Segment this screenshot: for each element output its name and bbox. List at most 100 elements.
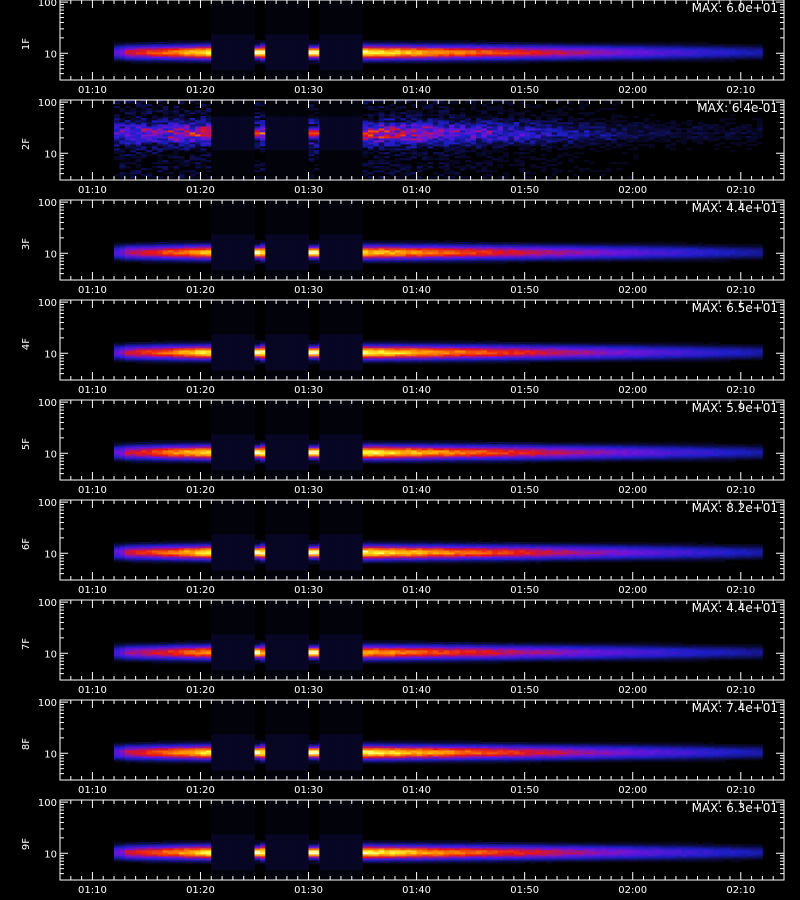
spectrogram-image (114, 0, 763, 81)
y-tick-label: 10 (44, 849, 57, 860)
max-annotation: MAX: 6.4e-01 (697, 101, 778, 115)
axes-frame (59, 599, 785, 681)
x-tick-label: 01:10 (78, 285, 107, 296)
axes-frame (59, 299, 785, 381)
x-tick-label: 01:20 (186, 285, 215, 296)
panel-3f: 100 10 01:10 01:20 01:30 01:40 01:50 02:00 02:10… (21, 198, 785, 296)
x-tick-label: 02:10 (726, 185, 755, 196)
x-tick-label: 01:10 (78, 785, 107, 796)
spectrogram-image (114, 700, 763, 781)
axes-frame (59, 399, 785, 481)
x-tick-label: 01:50 (510, 585, 539, 596)
x-tick-label: 02:10 (726, 885, 755, 896)
max-annotation: MAX: 5.9e+01 (692, 401, 778, 415)
y-tick-label: 10 (44, 349, 57, 360)
panel-label: 6F (21, 538, 32, 550)
x-tick-label: 01:30 (294, 785, 323, 796)
x-tick-label: 01:10 (78, 485, 107, 496)
x-tick-label: 01:20 (186, 485, 215, 496)
x-tick-label: 02:00 (618, 685, 647, 696)
x-tick-label: 01:40 (402, 585, 431, 596)
panel-4f: 100 10 01:10 01:20 01:30 01:40 01:50 02:00 02:10… (21, 298, 785, 396)
x-tick-label: 02:10 (726, 285, 755, 296)
max-annotation: MAX: 6.5e+01 (692, 301, 778, 315)
x-tick-label: 01:30 (294, 185, 323, 196)
axes-frame (59, 699, 785, 781)
x-tick-label: 02:00 (618, 885, 647, 896)
max-annotation: MAX: 4.4e+01 (692, 601, 778, 615)
x-tick-label: 02:00 (618, 585, 647, 596)
x-tick-label: 01:20 (186, 685, 215, 696)
y-tick-label: 100 (38, 198, 57, 209)
x-tick-label: 02:10 (726, 85, 755, 96)
y-tick-label: 100 (38, 598, 57, 609)
x-tick-label: 01:50 (510, 85, 539, 96)
x-tick-label: 01:30 (294, 685, 323, 696)
x-tick-label: 01:40 (402, 285, 431, 296)
x-tick-label: 01:20 (186, 85, 215, 96)
y-tick-label: 10 (44, 649, 57, 660)
x-tick-label: 01:50 (510, 885, 539, 896)
x-tick-label: 02:10 (726, 685, 755, 696)
panel-label: 1F (21, 38, 32, 50)
x-tick-label: 01:20 (186, 885, 215, 896)
y-tick-label: 100 (38, 0, 57, 9)
panel-label: 2F (21, 138, 32, 150)
panel-label: 5F (21, 438, 32, 450)
x-tick-label: 02:00 (618, 785, 647, 796)
x-tick-label: 02:10 (726, 485, 755, 496)
x-tick-label: 02:10 (726, 785, 755, 796)
x-tick-label: 01:40 (402, 485, 431, 496)
x-tick-label: 02:00 (618, 485, 647, 496)
x-tick-label: 01:40 (402, 685, 431, 696)
x-tick-label: 02:10 (726, 385, 755, 396)
x-tick-label: 01:50 (510, 685, 539, 696)
x-tick-label: 01:40 (402, 385, 431, 396)
y-tick-label: 100 (38, 498, 57, 509)
y-tick-label: 10 (44, 149, 57, 160)
x-tick-label: 02:00 (618, 185, 647, 196)
x-tick-label: 01:20 (186, 585, 215, 596)
x-tick-label: 01:30 (294, 885, 323, 896)
x-tick-label: 01:40 (402, 85, 431, 96)
x-tick-label: 01:30 (294, 85, 323, 96)
panel-5f: 100 10 01:10 01:20 01:30 01:40 01:50 02:00 02:10… (21, 398, 785, 496)
max-annotation: MAX: 4.4e+01 (692, 201, 778, 215)
x-tick-label: 01:30 (294, 285, 323, 296)
x-tick-label: 01:30 (294, 485, 323, 496)
y-tick-label: 100 (38, 398, 57, 409)
spectrogram-image (114, 600, 763, 681)
y-tick-label: 10 (44, 249, 57, 260)
panel-label: 4F (21, 338, 32, 350)
spectrogram-image (114, 800, 763, 881)
spectrogram-image (114, 500, 763, 581)
x-tick-label: 02:10 (726, 585, 755, 596)
x-tick-label: 01:50 (510, 385, 539, 396)
x-tick-label: 01:10 (78, 685, 107, 696)
panel-label: 3F (21, 238, 32, 250)
spectrogram-image (114, 400, 763, 481)
x-tick-label: 01:40 (402, 785, 431, 796)
panel-label: 9F (21, 838, 32, 850)
x-tick-label: 01:20 (186, 185, 215, 196)
x-tick-label: 01:10 (78, 385, 107, 396)
spectrogram-image (114, 200, 763, 281)
x-tick-label: 02:00 (618, 85, 647, 96)
x-tick-label: 02:00 (618, 285, 647, 296)
x-tick-label: 01:30 (294, 585, 323, 596)
y-tick-label: 100 (38, 798, 57, 809)
y-tick-label: 10 (44, 749, 57, 760)
panel-2f: 100 10 01:10 01:20 01:30 01:40 01:50 02:00 02:10… (21, 98, 785, 196)
x-tick-label: 01:20 (186, 785, 215, 796)
x-tick-label: 02:00 (618, 385, 647, 396)
x-tick-label: 01:40 (402, 885, 431, 896)
panel-1f: 100 10 01:10 01:20 01:30 01:40 01:50 02:00 02:10… (21, 0, 785, 96)
x-tick-label: 01:10 (78, 85, 107, 96)
x-tick-label: 01:50 (510, 285, 539, 296)
axes-frame (59, 199, 785, 281)
x-tick-label: 01:10 (78, 885, 107, 896)
panel-label: 7F (21, 638, 32, 650)
y-tick-label: 100 (38, 298, 57, 309)
x-tick-label: 01:50 (510, 785, 539, 796)
